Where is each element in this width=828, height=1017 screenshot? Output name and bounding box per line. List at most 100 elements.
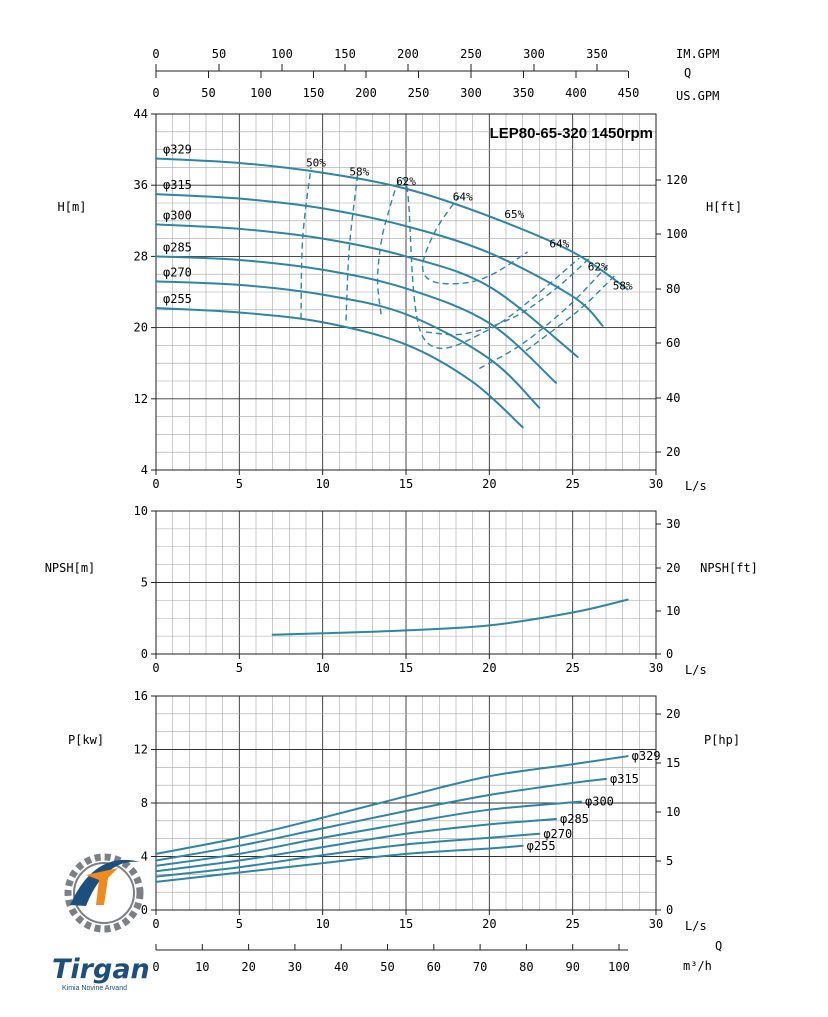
- y-tick-label: 44: [134, 107, 148, 121]
- x-tick-label: 25: [565, 917, 579, 931]
- efficiency-label: 62%: [588, 261, 608, 274]
- y-right-tick-label: 0: [666, 647, 673, 661]
- y-right-tick-label: 10: [666, 805, 680, 819]
- y-axis-label: NPSH[m]: [45, 561, 96, 575]
- power-curve: [155, 800, 582, 867]
- m3h-tick-label: 30: [288, 960, 302, 974]
- x-tick-label: 30: [649, 917, 663, 931]
- npsh-panel: 0 5 10 15 20 25 30 L/s 0 5 10 0 10 20 30 NPSH[m] NPSH[ft…: [45, 504, 758, 677]
- y-right-tick-label: 20: [666, 561, 680, 575]
- y-tick-label: 4: [141, 850, 148, 864]
- x-tick-label: 0: [152, 661, 159, 675]
- y-tick-label: 0: [141, 903, 148, 917]
- power-curve-label: φ300: [585, 795, 614, 809]
- npsh-curve: [271, 598, 629, 636]
- y-right-axis-label: NPSH[ft]: [700, 561, 758, 575]
- x-tick-label: 15: [399, 917, 413, 931]
- efficiency-label: 58%: [349, 165, 369, 178]
- x-tick-label: 10: [315, 661, 329, 675]
- y-right-tick-label: 60: [666, 336, 680, 350]
- efficiency-label: 62%: [396, 175, 416, 188]
- efficiency-contour: [525, 275, 615, 352]
- head-curve: [155, 193, 604, 327]
- y-right-tick-label: 20: [666, 707, 680, 721]
- head-curve-label: φ300: [163, 208, 192, 222]
- efficiency-contour: [376, 177, 580, 349]
- y-tick-label: 16: [134, 689, 148, 703]
- y-right-tick-label: 0: [666, 903, 673, 917]
- x-tick-label: 0: [152, 477, 159, 491]
- bottom-flow-scale: 0 10 20 30 40 50 60 70 80 90 100 Qm³/h: [152, 939, 722, 974]
- us-gpm-tick-label: 200: [355, 86, 377, 100]
- y-right-tick-label: 30: [666, 517, 680, 531]
- y-right-tick-label: 120: [666, 173, 688, 187]
- head-curve-label: φ329: [163, 143, 192, 157]
- us-gpm-tick-label: 350: [513, 86, 535, 100]
- y-right-tick-label: 80: [666, 282, 680, 296]
- head-curve: [155, 157, 629, 291]
- head-curve-label: φ270: [163, 265, 192, 279]
- y-tick-label: 8: [141, 796, 148, 810]
- y-right-tick-label: 100: [666, 227, 688, 241]
- power-curve: [155, 832, 541, 878]
- head-panel: 0 5 10 15 20 25 30 L/s 4 12 20 28 36 44 20 40 60 80 100 120…: [58, 107, 743, 493]
- head-curve-label: φ255: [163, 292, 192, 306]
- y-tick-label: 36: [134, 178, 148, 192]
- power-curve-label: φ329: [632, 749, 661, 763]
- y-tick-label: 5: [141, 576, 148, 590]
- power-curve-label: φ270: [543, 827, 572, 841]
- head-curve-label: φ315: [163, 178, 192, 192]
- power-curve-label: φ255: [527, 839, 556, 853]
- us-gpm-tick-label: 250: [408, 86, 430, 100]
- top-flow-scales: 0 50 100 150 200 250 300 350 0 50 100 150 200 250 300 3…: [152, 47, 719, 103]
- m3h-tick-label: 40: [334, 960, 348, 974]
- y-tick-label: 10: [134, 504, 148, 518]
- x-tick-label: 15: [399, 477, 413, 491]
- m3h-unit-label: m³/h: [683, 959, 712, 973]
- x-axis-label: L/s: [685, 663, 707, 677]
- logo-brand: Tirgan: [52, 954, 150, 985]
- power-curve: [155, 777, 607, 862]
- y-right-axis-label: P[hp]: [704, 733, 740, 747]
- head-curve-label: φ285: [163, 240, 192, 254]
- logo-tagline: Kimia Novine Arvand: [62, 985, 127, 992]
- us-gpm-tick-label: 450: [618, 86, 640, 100]
- x-tick-label: 5: [236, 477, 243, 491]
- im-gpm-tick-label: 0: [152, 47, 159, 61]
- x-tick-label: 10: [315, 477, 329, 491]
- power-curve-label: φ315: [610, 772, 639, 786]
- us-gpm-tick-label: 50: [201, 86, 215, 100]
- m3h-tick-label: 60: [427, 960, 441, 974]
- y-right-tick-label: 5: [666, 854, 673, 868]
- im-gpm-tick-label: 100: [271, 47, 293, 61]
- top-q-label: Q: [684, 66, 691, 80]
- x-tick-label: 10: [315, 917, 329, 931]
- y-axis-label: P[kw]: [68, 733, 104, 747]
- swoosh-icon: [70, 859, 140, 906]
- m3h-tick-label: 100: [608, 960, 630, 974]
- efficiency-label: 64%: [453, 190, 473, 203]
- power-curve: [155, 818, 557, 873]
- x-tick-label: 20: [482, 477, 496, 491]
- x-tick-label: 5: [236, 917, 243, 931]
- m3h-tick-label: 10: [195, 960, 209, 974]
- m3h-tick-label: 80: [519, 960, 533, 974]
- im-gpm-tick-label: 50: [212, 47, 226, 61]
- im-gpm-tick-label: 200: [397, 47, 419, 61]
- head-curve: [155, 223, 579, 358]
- x-tick-label: 15: [399, 661, 413, 675]
- y-right-tick-label: 15: [666, 756, 680, 770]
- im-gpm-label: IM.GPM: [676, 47, 719, 61]
- im-gpm-tick-label: 150: [334, 47, 356, 61]
- us-gpm-tick-label: 300: [460, 86, 482, 100]
- m3h-tick-label: 50: [380, 960, 394, 974]
- efficiency-contour: [421, 195, 529, 285]
- y-tick-label: 12: [134, 392, 148, 406]
- us-gpm-tick-label: 100: [250, 86, 272, 100]
- x-tick-label: 20: [482, 661, 496, 675]
- head-curve: [155, 307, 524, 429]
- efficiency-contour: [345, 174, 359, 321]
- x-tick-label: 5: [236, 661, 243, 675]
- y-right-tick-label: 10: [666, 604, 680, 618]
